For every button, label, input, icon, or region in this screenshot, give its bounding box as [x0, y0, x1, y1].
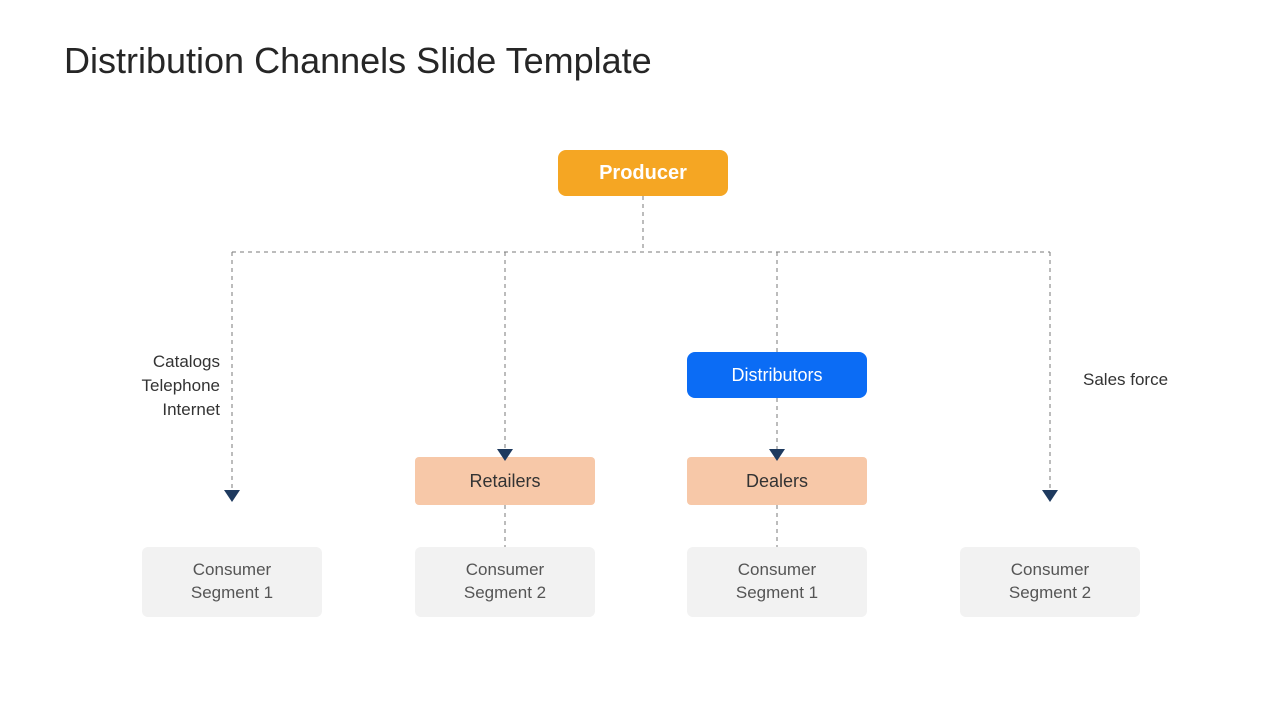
slide-title: Distribution Channels Slide Template: [64, 40, 652, 82]
node-dealers: Dealers: [687, 457, 867, 505]
node-consumer-segment-1b: Consumer Segment 1: [687, 547, 867, 617]
label-sales-force: Sales force: [1083, 368, 1233, 392]
label-line: Telephone: [110, 374, 220, 398]
label-direct-channels: CatalogsTelephoneInternet: [110, 350, 220, 421]
arrowhead-down-icon: [769, 449, 785, 461]
node-consumer-segment-2a: Consumer Segment 2: [415, 547, 595, 617]
node-consumer-segment-2b: Consumer Segment 2: [960, 547, 1140, 617]
node-retailers: Retailers: [415, 457, 595, 505]
arrowhead-down-icon: [497, 449, 513, 461]
label-line: Sales force: [1083, 368, 1233, 392]
arrowhead-down-icon: [1042, 490, 1058, 502]
label-line: Internet: [110, 398, 220, 422]
node-consumer-segment-1a: Consumer Segment 1: [142, 547, 322, 617]
node-producer: Producer: [558, 150, 728, 196]
slide-stage: Distribution Channels Slide Template Pro…: [0, 0, 1280, 720]
label-line: Catalogs: [110, 350, 220, 374]
node-distributors: Distributors: [687, 352, 867, 398]
arrowhead-down-icon: [224, 490, 240, 502]
